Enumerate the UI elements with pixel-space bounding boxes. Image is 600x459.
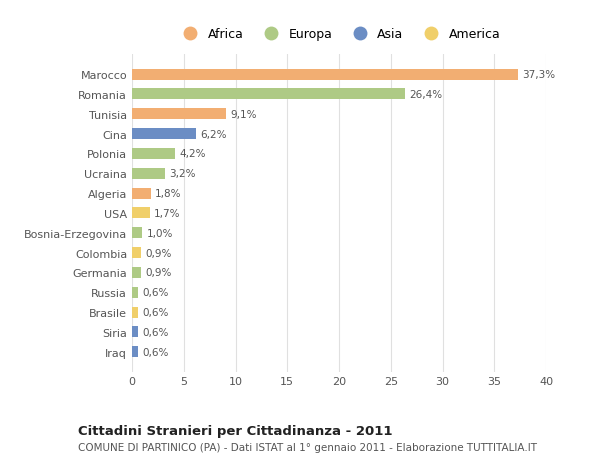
- Bar: [132, 188, 151, 199]
- Text: 4,2%: 4,2%: [179, 149, 206, 159]
- Bar: [132, 287, 138, 298]
- Bar: [132, 347, 138, 358]
- Bar: [132, 208, 149, 219]
- Text: 0,6%: 0,6%: [142, 288, 169, 297]
- Text: 6,2%: 6,2%: [200, 129, 227, 139]
- Text: 0,9%: 0,9%: [145, 248, 172, 258]
- Bar: [132, 247, 142, 258]
- Bar: [132, 129, 196, 140]
- Bar: [132, 168, 165, 179]
- Text: 0,6%: 0,6%: [142, 347, 169, 357]
- Bar: [132, 69, 518, 80]
- Text: 0,6%: 0,6%: [142, 327, 169, 337]
- Text: 37,3%: 37,3%: [522, 70, 556, 80]
- Bar: [132, 228, 142, 239]
- Bar: [132, 267, 142, 278]
- Text: 1,8%: 1,8%: [155, 189, 181, 199]
- Bar: [132, 109, 226, 120]
- Text: COMUNE DI PARTINICO (PA) - Dati ISTAT al 1° gennaio 2011 - Elaborazione TUTTITAL: COMUNE DI PARTINICO (PA) - Dati ISTAT al…: [78, 442, 537, 452]
- Text: 0,9%: 0,9%: [145, 268, 172, 278]
- Text: 3,2%: 3,2%: [169, 169, 196, 179]
- Text: 1,0%: 1,0%: [146, 228, 173, 238]
- Text: 26,4%: 26,4%: [409, 90, 443, 100]
- Bar: [132, 327, 138, 338]
- Bar: [132, 149, 175, 160]
- Bar: [132, 89, 405, 100]
- Text: 0,6%: 0,6%: [142, 308, 169, 317]
- Text: 9,1%: 9,1%: [230, 110, 257, 119]
- Text: Cittadini Stranieri per Cittadinanza - 2011: Cittadini Stranieri per Cittadinanza - 2…: [78, 425, 392, 437]
- Legend: Africa, Europa, Asia, America: Africa, Europa, Asia, America: [173, 23, 505, 46]
- Bar: [132, 307, 138, 318]
- Text: 1,7%: 1,7%: [154, 208, 180, 218]
